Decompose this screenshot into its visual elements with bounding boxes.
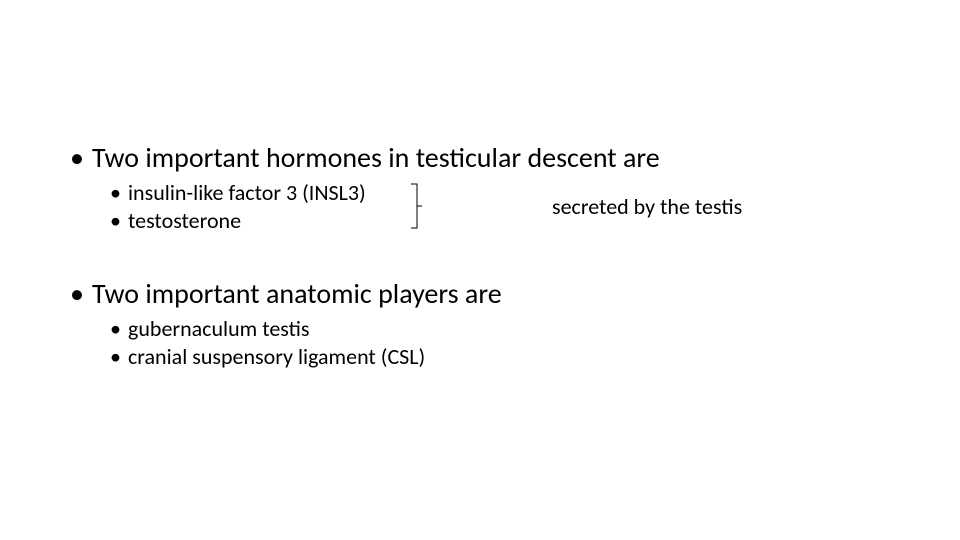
bracket-group: secreted by the testis bbox=[410, 179, 742, 233]
bullet-level2: • gubernaculum testis bbox=[110, 315, 960, 343]
item-text: insulin-like factor 3 (INSL3) bbox=[128, 179, 366, 207]
sub-block: • insulin-like factor 3 (INSL3) • testos… bbox=[110, 179, 960, 234]
heading-text: Two important anatomic players are bbox=[92, 276, 502, 311]
bullet-dot: • bbox=[110, 343, 128, 371]
bullet-level1: • Two important hormones in testicular d… bbox=[70, 140, 960, 175]
bullet-level2: • cranial suspensory ligament (CSL) bbox=[110, 343, 960, 371]
item-text: gubernaculum testis bbox=[128, 315, 310, 343]
heading-text: Two important hormones in testicular des… bbox=[92, 140, 660, 175]
bullet-dot: • bbox=[110, 179, 128, 207]
bracket-icon bbox=[410, 182, 422, 230]
bullet-dot: • bbox=[110, 207, 128, 235]
bullet-level1: • Two important anatomic players are bbox=[70, 276, 960, 311]
item-text: testosterone bbox=[128, 207, 241, 235]
slide: • Two important hormones in testicular d… bbox=[0, 0, 960, 540]
sub-block: • gubernaculum testis • cranial suspenso… bbox=[110, 315, 960, 370]
bracket-label: secreted by the testis bbox=[552, 193, 742, 220]
bullet-dot: • bbox=[70, 140, 92, 175]
bullet-dot: • bbox=[70, 276, 92, 311]
bullet-dot: • bbox=[110, 315, 128, 343]
item-text: cranial suspensory ligament (CSL) bbox=[128, 343, 425, 371]
